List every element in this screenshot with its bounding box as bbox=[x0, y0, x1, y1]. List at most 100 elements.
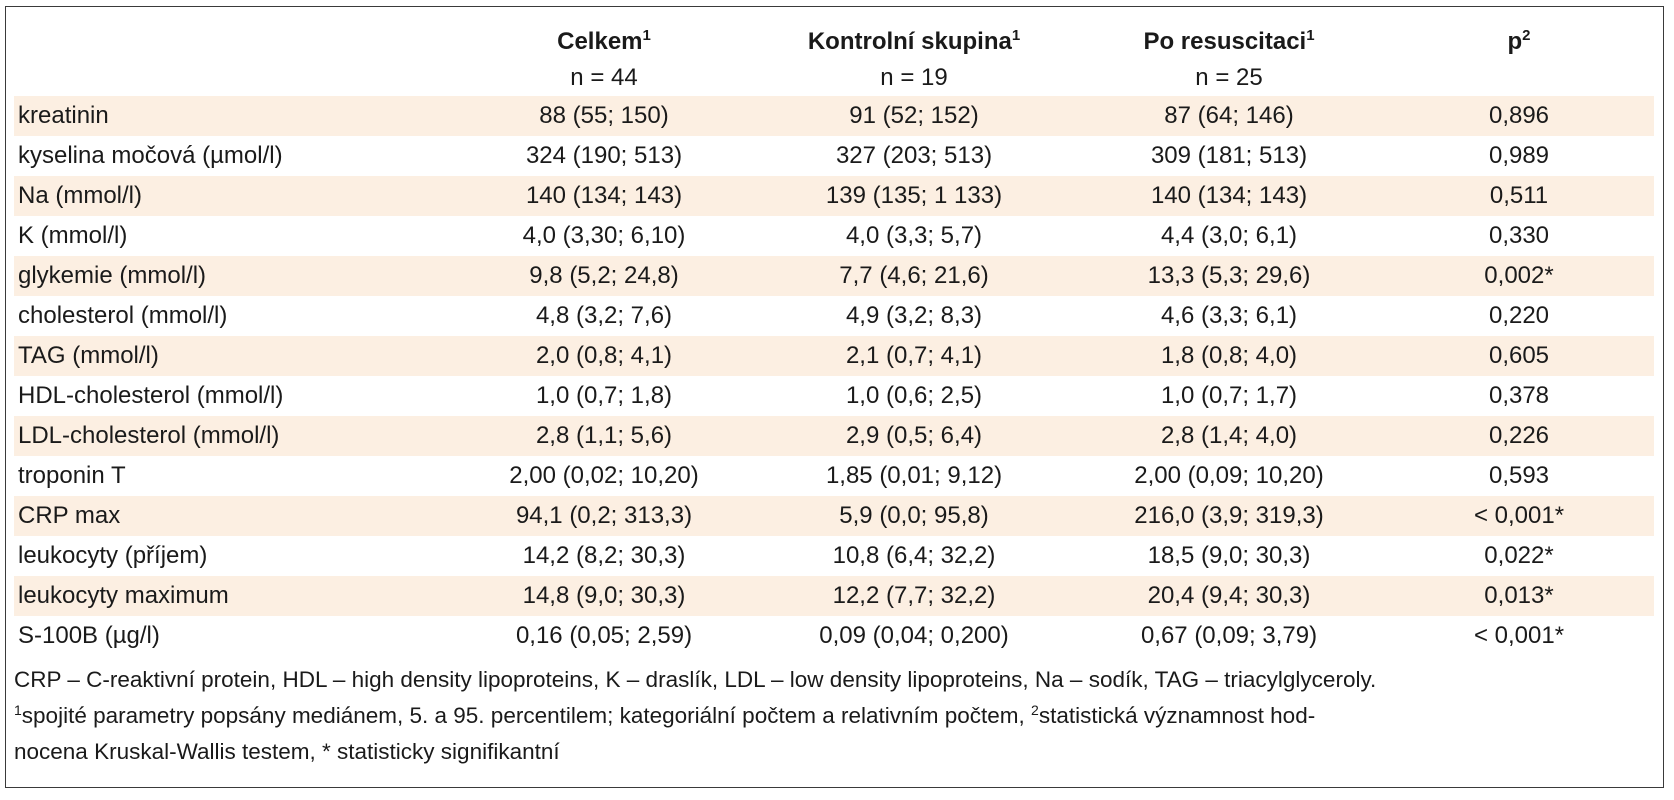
cell-control: 10,8 (6,4; 32,2) bbox=[832, 542, 996, 569]
row-label: Na (mmol/l) bbox=[14, 176, 454, 216]
count-total: n = 44 bbox=[570, 64, 638, 91]
cell-total: 94,1 (0,2; 313,3) bbox=[454, 496, 754, 536]
cell-resuscitation: 2,00 (0,09; 10,20) bbox=[1134, 462, 1324, 489]
count-resuscitation: n = 25 bbox=[1195, 64, 1263, 91]
cell-total: 2,00 (0,02; 10,20) bbox=[509, 462, 699, 489]
cell-resuscitation: 1,0 (0,7; 1,7) bbox=[1160, 382, 1298, 409]
table-row: cholesterol (mmol/l) 4,8 (3,2; 7,6) 4,9 (3… bbox=[14, 296, 1654, 336]
cell-control: 327 (203; 513) bbox=[835, 142, 993, 169]
cell-p: 0,220 bbox=[1488, 302, 1550, 329]
cell-resuscitation: 309 (181; 513) bbox=[1150, 142, 1308, 169]
cell-total: 324 (190; 513) bbox=[525, 142, 683, 169]
cell-p: < 0,001* bbox=[1384, 496, 1654, 536]
cell-total: 88 (55; 150) bbox=[454, 96, 754, 136]
cell-resuscitation: 0,67 (0,09; 3,79) bbox=[1140, 622, 1318, 649]
table-row: troponin T 2,00 (0,02; 10,20) 1,85 (0,01; … bbox=[14, 456, 1654, 496]
cell-control: 1,85 (0,01; 9,12) bbox=[825, 462, 1003, 489]
cell-control: 0,09 (0,04; 0,200) bbox=[819, 622, 1009, 649]
cell-p: 0,605 bbox=[1384, 336, 1654, 376]
table-row: leukocyty maximum 14,8 (9,0; 30,3) 12,2 (7… bbox=[14, 576, 1654, 616]
cell-total: 9,8 (5,2; 24,8) bbox=[454, 256, 754, 296]
cell-control: 4,0 (3,3; 5,7) bbox=[845, 222, 983, 249]
row-label: kreatinin bbox=[14, 96, 454, 136]
row-label: K (mmol/l) bbox=[18, 222, 128, 249]
cell-p: 0,378 bbox=[1488, 382, 1550, 409]
cell-resuscitation: 216,0 (3,9; 319,3) bbox=[1074, 496, 1384, 536]
cell-control: 2,9 (0,5; 6,4) bbox=[754, 416, 1074, 456]
row-label: kyselina močová (µmol/l) bbox=[18, 142, 283, 169]
table-row: kreatinin 88 (55; 150) 91 (52; 152) 87 (64;… bbox=[14, 96, 1654, 136]
table-row: CRP max 94,1 (0,2; 313,3) 5,9 (0,0; 95,8) 2… bbox=[14, 496, 1654, 536]
cell-p: 0,013* bbox=[1384, 576, 1654, 616]
table-row: glykemie (mmol/l) 9,8 (5,2; 24,8) 7,7 (4,6… bbox=[14, 256, 1654, 296]
cell-total: 4,8 (3,2; 7,6) bbox=[535, 302, 673, 329]
cell-control: 2,1 (0,7; 4,1) bbox=[754, 336, 1074, 376]
cell-control: 139 (135; 1 133) bbox=[754, 176, 1074, 216]
cell-p: 0,593 bbox=[1488, 462, 1550, 489]
cell-p: 0,896 bbox=[1384, 96, 1654, 136]
cell-total: 0,16 (0,05; 2,59) bbox=[515, 622, 693, 649]
cell-resuscitation: 13,3 (5,3; 29,6) bbox=[1074, 256, 1384, 296]
cell-resuscitation: 18,5 (9,0; 30,3) bbox=[1147, 542, 1311, 569]
header-p: p2 bbox=[1507, 27, 1531, 55]
cell-control: 7,7 (4,6; 21,6) bbox=[754, 256, 1074, 296]
header-total: Celkem1 bbox=[557, 27, 651, 55]
count-row: n = 44 n = 19 n = 25 bbox=[14, 60, 1654, 96]
cell-p: 0,022* bbox=[1484, 542, 1554, 569]
footnote-abbreviations: CRP – C-reaktivní protein, HDL – high de… bbox=[14, 667, 1377, 692]
cell-resuscitation: 1,8 (0,8; 4,0) bbox=[1074, 336, 1384, 376]
header-control: Kontrolní skupina1 bbox=[807, 27, 1021, 55]
cell-control: 4,9 (3,2; 8,3) bbox=[845, 302, 983, 329]
count-p bbox=[1384, 60, 1654, 96]
cell-p: < 0,001* bbox=[1473, 622, 1565, 649]
footnote: CRP – C-reaktivní protein, HDL – high de… bbox=[14, 662, 1654, 770]
table-row: Na (mmol/l) 140 (134; 143) 139 (135; 1 133… bbox=[14, 176, 1654, 216]
cell-total: 1,0 (0,7; 1,8) bbox=[535, 382, 673, 409]
cell-total: 14,8 (9,0; 30,3) bbox=[454, 576, 754, 616]
cell-control: 12,2 (7,7; 32,2) bbox=[754, 576, 1074, 616]
table-row: leukocyty (příjem) 14,2 (8,2; 30,3) 10,8 (… bbox=[14, 536, 1654, 576]
row-label: cholesterol (mmol/l) bbox=[18, 302, 228, 329]
row-label: CRP max bbox=[14, 496, 454, 536]
table-row: S-100B (µg/l) 0,16 (0,05; 2,59) 0,09 (0,04… bbox=[14, 616, 1654, 656]
row-label: leukocyty maximum bbox=[14, 576, 454, 616]
cell-p: 0,989 bbox=[1488, 142, 1550, 169]
row-label: glykemie (mmol/l) bbox=[14, 256, 454, 296]
cell-control: 5,9 (0,0; 95,8) bbox=[754, 496, 1074, 536]
cell-resuscitation: 4,6 (3,3; 6,1) bbox=[1160, 302, 1298, 329]
cell-total: 2,8 (1,1; 5,6) bbox=[454, 416, 754, 456]
cell-control: 91 (52; 152) bbox=[754, 96, 1074, 136]
data-table: Celkem1 Kontrolní skupina1 Po resuscitac… bbox=[14, 24, 1654, 656]
cell-resuscitation: 2,8 (1,4; 4,0) bbox=[1074, 416, 1384, 456]
cell-control: 1,0 (0,6; 2,5) bbox=[845, 382, 983, 409]
row-label: LDL-cholesterol (mmol/l) bbox=[14, 416, 454, 456]
cell-p: 0,330 bbox=[1488, 222, 1550, 249]
row-label: HDL-cholesterol (mmol/l) bbox=[18, 382, 284, 409]
table-row: TAG (mmol/l) 2,0 (0,8; 4,1) 2,1 (0,7; 4,1)… bbox=[14, 336, 1654, 376]
cell-total: 14,2 (8,2; 30,3) bbox=[522, 542, 686, 569]
table-row: kyselina močová (µmol/l) 324 (190; 513) 32… bbox=[14, 136, 1654, 176]
cell-resuscitation: 20,4 (9,4; 30,3) bbox=[1074, 576, 1384, 616]
row-label: leukocyty (příjem) bbox=[18, 542, 208, 569]
cell-resuscitation: 87 (64; 146) bbox=[1074, 96, 1384, 136]
table-row: HDL-cholesterol (mmol/l) 1,0 (0,7; 1,8) 1,… bbox=[14, 376, 1654, 416]
count-empty bbox=[14, 60, 454, 96]
row-label: troponin T bbox=[18, 462, 126, 489]
cell-total: 140 (134; 143) bbox=[454, 176, 754, 216]
footnote-notes: 1spojité parametry popsány mediánem, 5. … bbox=[14, 702, 1316, 728]
cell-p: 0,226 bbox=[1384, 416, 1654, 456]
table-frame bbox=[5, 6, 1664, 788]
header-resuscitation: Po resuscitaci1 bbox=[1143, 27, 1315, 55]
table-row: K (mmol/l) 4,0 (3,30; 6,10) 4,0 (3,3; 5,7)… bbox=[14, 216, 1654, 256]
cell-total: 2,0 (0,8; 4,1) bbox=[454, 336, 754, 376]
header-empty bbox=[14, 24, 454, 60]
cell-resuscitation: 140 (134; 143) bbox=[1074, 176, 1384, 216]
footnote-notes-cont: nocena Kruskal-Wallis testem, * statisti… bbox=[14, 739, 560, 764]
table-row: LDL-cholesterol (mmol/l) 2,8 (1,1; 5,6) 2,… bbox=[14, 416, 1654, 456]
row-label: S-100B (µg/l) bbox=[18, 622, 160, 649]
cell-p: 0,511 bbox=[1384, 176, 1654, 216]
cell-total: 4,0 (3,30; 6,10) bbox=[522, 222, 686, 249]
header-row: Celkem1 Kontrolní skupina1 Po resuscitac… bbox=[14, 24, 1654, 60]
row-label: TAG (mmol/l) bbox=[14, 336, 454, 376]
cell-resuscitation: 4,4 (3,0; 6,1) bbox=[1160, 222, 1298, 249]
